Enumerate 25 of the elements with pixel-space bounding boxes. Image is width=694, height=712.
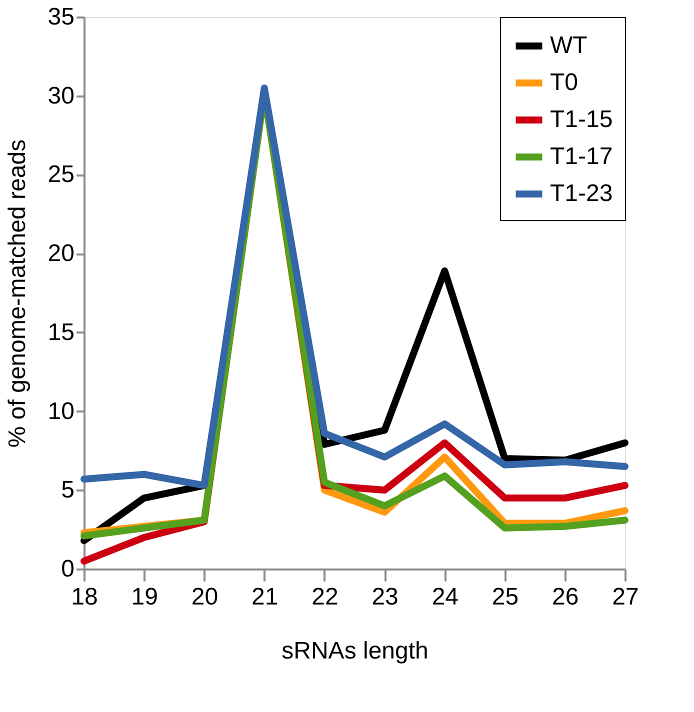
x-tick-label: 27 [612,584,639,610]
x-tick-label: 25 [492,584,519,610]
y-tick-label: 30 [48,82,74,110]
x-tick-label: 22 [312,584,338,610]
y-tick-label: 10 [48,398,74,425]
legend-label: WT [550,32,588,59]
x-tick-label: 21 [251,584,278,610]
x-tick-label: 20 [191,584,218,610]
y-tick-label: 5 [61,476,74,504]
legend-label: T1-17 [550,143,613,170]
y-tick-label: 15 [48,318,74,346]
y-tick-label: 35 [48,4,74,30]
legend-label: T0 [550,69,578,96]
y-tick-label: 20 [48,240,74,268]
y-tick-label: 0 [61,556,74,582]
x-axis-title: sRNAs length [282,638,428,664]
x-tick-label: 23 [372,584,398,610]
x-tick-label: 19 [131,584,158,610]
x-tick-label: 26 [552,584,579,610]
legend-label: T1-15 [550,106,613,133]
legend-label: T1-23 [550,180,613,207]
x-tick-label: 24 [432,584,459,610]
y-tick-label: 25 [48,161,74,188]
x-tick-label: 18 [71,584,98,610]
y-axis-title: % of genome-matched reads [4,139,31,448]
